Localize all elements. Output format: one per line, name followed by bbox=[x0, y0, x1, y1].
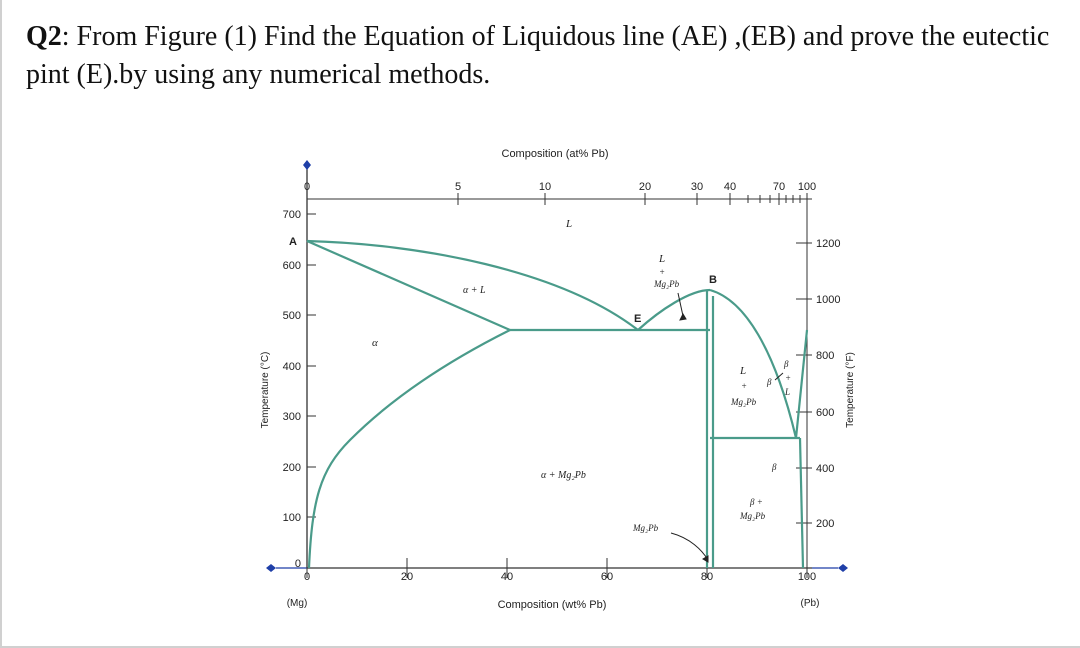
bottom-axis-title: Composition (wt% Pb) bbox=[498, 599, 607, 611]
arrow-beta-small bbox=[774, 372, 784, 381]
right-tick-label: 600 bbox=[816, 407, 834, 419]
left-tick-label: 400 bbox=[283, 361, 301, 373]
liquidus-ae bbox=[306, 239, 639, 331]
left-tick-label: 100 bbox=[283, 512, 301, 524]
pointer-arrows bbox=[670, 292, 784, 563]
region-beta-liq-line1: β bbox=[783, 359, 789, 369]
region-right-l-mg2pb-line2: + bbox=[741, 381, 747, 391]
left-axis-title: Temperature (°C) bbox=[260, 352, 271, 429]
right-axis-title: Temperature (°F) bbox=[845, 352, 856, 428]
region-beta-mg2pb-line1: β + bbox=[749, 497, 763, 507]
liquidus-eb-right bbox=[709, 288, 798, 439]
region-beta-small: β bbox=[766, 377, 772, 387]
question-number: Q2 bbox=[26, 21, 62, 52]
arrow-mg2pb bbox=[670, 532, 709, 561]
top-tick-label: 20 bbox=[639, 181, 651, 193]
top-tick-label: 30 bbox=[691, 181, 703, 193]
top-tick-label: 70 bbox=[773, 181, 785, 193]
top-tick-label: 100 bbox=[798, 181, 816, 193]
left-tick-label: 300 bbox=[283, 411, 301, 423]
right-tick-label: 200 bbox=[816, 518, 834, 530]
region-beta-mg2pb-line2: Mg₂Pb bbox=[739, 511, 766, 521]
right-diamond-marker bbox=[838, 564, 848, 572]
question-body: : From Figure (1) Find the Equation of L… bbox=[26, 21, 1050, 90]
top-tick-label: 40 bbox=[724, 181, 736, 193]
solvus-alpha bbox=[307, 329, 511, 569]
region-alpha-liquid: α + L bbox=[463, 285, 486, 296]
phase-boundaries bbox=[306, 239, 809, 569]
left-tick-label: 500 bbox=[283, 310, 301, 322]
point-a-label: A bbox=[289, 236, 297, 248]
right-tick-label: 1200 bbox=[816, 238, 840, 250]
left-tick-label: 600 bbox=[283, 260, 301, 272]
bottom-tick-label: 60 bbox=[601, 571, 613, 583]
region-beta-liq-line2: + bbox=[785, 373, 791, 383]
arrow-head-2 bbox=[702, 555, 709, 563]
top-tick-label: 5 bbox=[455, 181, 461, 193]
liquidus-eb-left bbox=[637, 288, 711, 331]
region-right-l-mg2pb-line3: Mg₂Pb bbox=[730, 397, 757, 407]
bottom-tick-label: 80 bbox=[701, 571, 713, 583]
top-axis-title: Composition (at% Pb) bbox=[502, 148, 609, 160]
right-tick-label: 400 bbox=[816, 463, 834, 475]
point-b-label: B bbox=[709, 274, 717, 286]
region-l-mg2pb-line3: Mg₂Pb bbox=[653, 279, 680, 289]
left-diamond-marker bbox=[266, 564, 276, 572]
right-tick-label: 800 bbox=[816, 350, 834, 362]
beta-liquidus bbox=[794, 329, 809, 439]
arrow-head-1 bbox=[679, 312, 687, 321]
top-diamond-marker bbox=[303, 160, 311, 170]
top-tick-label: 10 bbox=[539, 181, 551, 193]
solidus-alpha bbox=[306, 239, 511, 332]
region-beta-lower: β bbox=[771, 462, 777, 472]
region-alpha-mg2pb: α + Mg₂Pb bbox=[541, 470, 586, 481]
bottom-tick-label: 20 bbox=[401, 571, 413, 583]
top-tick-label: 0 bbox=[304, 181, 310, 193]
region-l-mg2pb-line2: + bbox=[659, 267, 665, 277]
bottom-tick-label: 0 bbox=[304, 571, 310, 583]
bottom-tick-label: 40 bbox=[501, 571, 513, 583]
arrow-l-mg2pb bbox=[677, 292, 684, 317]
left-tick-label: 0 bbox=[295, 558, 301, 570]
region-mg2pb-label: Mg₂Pb bbox=[632, 523, 659, 533]
region-l-mg2pb-line1: L bbox=[658, 253, 665, 265]
bottom-end-label-mg: (Mg) bbox=[287, 598, 308, 609]
right-tick-marks bbox=[796, 242, 812, 524]
question-text: Q2: From Figure (1) Find the Equation of… bbox=[26, 18, 1056, 94]
beta-solvus bbox=[798, 437, 805, 569]
region-alpha: α bbox=[372, 337, 378, 349]
bottom-tick-label: 100 bbox=[798, 571, 816, 583]
region-right-l-mg2pb-line1: L bbox=[739, 365, 746, 377]
left-tick-marks bbox=[307, 213, 316, 518]
bottom-end-label-pb: (Pb) bbox=[801, 598, 820, 609]
left-tick-label: 200 bbox=[283, 462, 301, 474]
point-e-label: E bbox=[634, 313, 641, 325]
left-tick-label: 700 bbox=[283, 209, 301, 221]
top-tick-marks bbox=[306, 193, 808, 205]
region-liquid: L bbox=[565, 218, 572, 230]
right-tick-label: 1000 bbox=[816, 294, 840, 306]
region-beta-liq-line3: L bbox=[784, 387, 790, 397]
